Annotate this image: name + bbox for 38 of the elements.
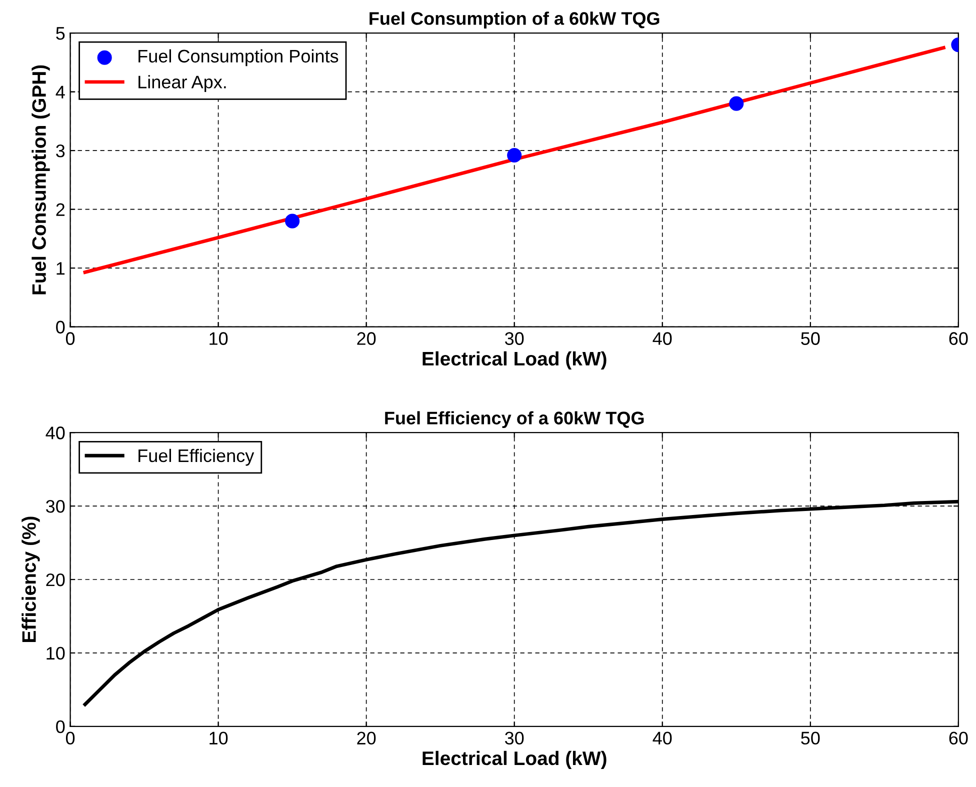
- y-tick-label: 0: [56, 320, 65, 334]
- y-tick-label: 40: [46, 426, 65, 440]
- y-tick-label: 30: [46, 500, 65, 513]
- x-tick-label: 40: [652, 332, 672, 345]
- x-tick-label: 0: [66, 732, 75, 745]
- point: [285, 214, 300, 228]
- x-axis-title: Electrical Load (kW): [422, 351, 606, 370]
- point: [729, 96, 744, 111]
- y-tick-label: 4: [56, 86, 65, 98]
- x-tick-label: 50: [801, 332, 820, 345]
- y-axis-title: Efficiency (%): [22, 516, 40, 642]
- x-tick-label: 20: [357, 732, 376, 745]
- x-tick-label: 10: [210, 332, 228, 345]
- legend-label: Fuel Efficiency: [138, 448, 254, 466]
- y-tick-label: 20: [46, 573, 65, 586]
- x-tick-label: 40: [652, 732, 672, 745]
- y-tick-label: 3: [56, 144, 65, 158]
- x-tick-label: 60: [949, 732, 968, 745]
- line-series: [83, 46, 946, 274]
- y-axis-title: Fuel Consumption (GPH): [32, 65, 50, 294]
- x-axis-title: Electrical Load (kW): [422, 750, 606, 769]
- x-tick-label: 10: [210, 732, 228, 745]
- x-tick-label: 20: [357, 332, 376, 345]
- chart-title: Fuel Consumption of a 60kW TQG: [370, 12, 660, 28]
- x-tick-label: 30: [505, 332, 524, 345]
- y-tick-label: 0: [56, 720, 65, 734]
- legend-label: Linear Apx.: [138, 75, 226, 92]
- x-tick-label: 30: [505, 732, 524, 745]
- legend-label: Fuel Consumption Points: [138, 49, 338, 66]
- y-tick-label: 2: [56, 203, 65, 216]
- x-tick-label: 60: [949, 332, 968, 345]
- chart-title: Fuel Efficiency of a 60kW TQG: [385, 411, 644, 428]
- y-tick-label: 1: [56, 262, 65, 275]
- x-tick-label: 0: [66, 332, 75, 345]
- point: [507, 148, 522, 163]
- x-tick-label: 50: [801, 732, 820, 745]
- y-tick-label: 10: [46, 646, 65, 660]
- y-tick-label: 5: [56, 27, 65, 40]
